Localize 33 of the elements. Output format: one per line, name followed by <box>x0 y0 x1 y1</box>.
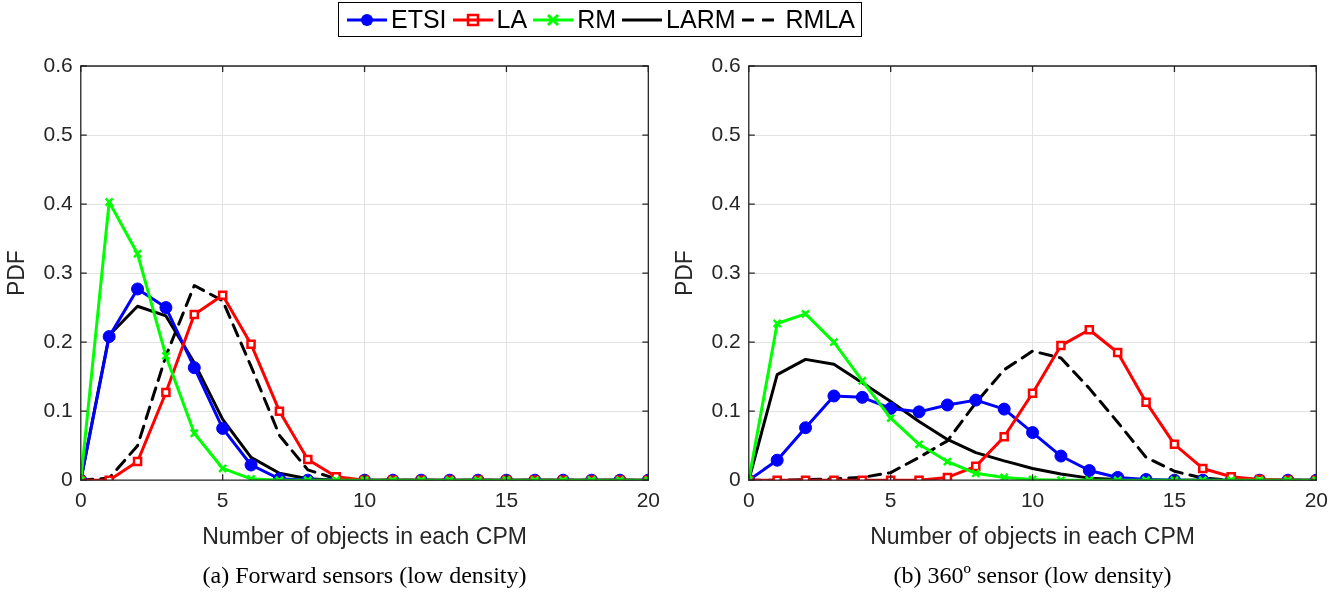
y-tick-label: 0 <box>61 467 73 490</box>
y-tick-label: 0.6 <box>711 52 741 76</box>
text: (a) Forward sensors (low density) <box>202 562 527 589</box>
x-tick-label: 20 <box>1304 487 1328 511</box>
legend-label: RMLA <box>785 5 855 34</box>
x-tick-label: 15 <box>494 487 519 511</box>
x-tick-label: 15 <box>1162 487 1187 511</box>
y-tick-label: 0 <box>729 467 741 490</box>
x-tick-label: 20 <box>636 487 660 511</box>
y-tick-label: 0.1 <box>43 397 73 421</box>
legend-label: LA <box>496 5 528 34</box>
y-tick-label: 0.2 <box>43 328 73 352</box>
y-tick-label: 0.6 <box>43 52 73 76</box>
legend-label: ETSI <box>391 5 447 34</box>
x-tick-label: 5 <box>216 487 229 511</box>
text: (b) 360º sensor (low density) <box>893 562 1172 589</box>
x-tick-label: 10 <box>1020 487 1045 511</box>
y-tick-label: 0.5 <box>711 121 741 145</box>
legend-label: LARM <box>666 5 736 34</box>
y-tick-label: 0.4 <box>43 190 74 214</box>
x-tick-label: 5 <box>884 487 897 511</box>
x-axis-title: Number of objects in each CPM <box>202 522 527 549</box>
x-axis-title: Number of objects in each CPM <box>870 522 1195 549</box>
y-axis-title: PDF <box>3 250 30 297</box>
y-tick-label: 0.3 <box>711 259 741 283</box>
y-tick-label: 0.2 <box>711 328 741 352</box>
x-tick-label: 10 <box>352 487 377 511</box>
y-tick-label: 0.5 <box>43 121 73 145</box>
legend-label: RM <box>577 5 617 34</box>
y-tick-label: 0.4 <box>711 190 742 214</box>
y-tick-label: 0.1 <box>711 397 741 421</box>
y-axis-title: PDF <box>671 250 698 297</box>
y-tick-label: 0.3 <box>43 259 73 283</box>
